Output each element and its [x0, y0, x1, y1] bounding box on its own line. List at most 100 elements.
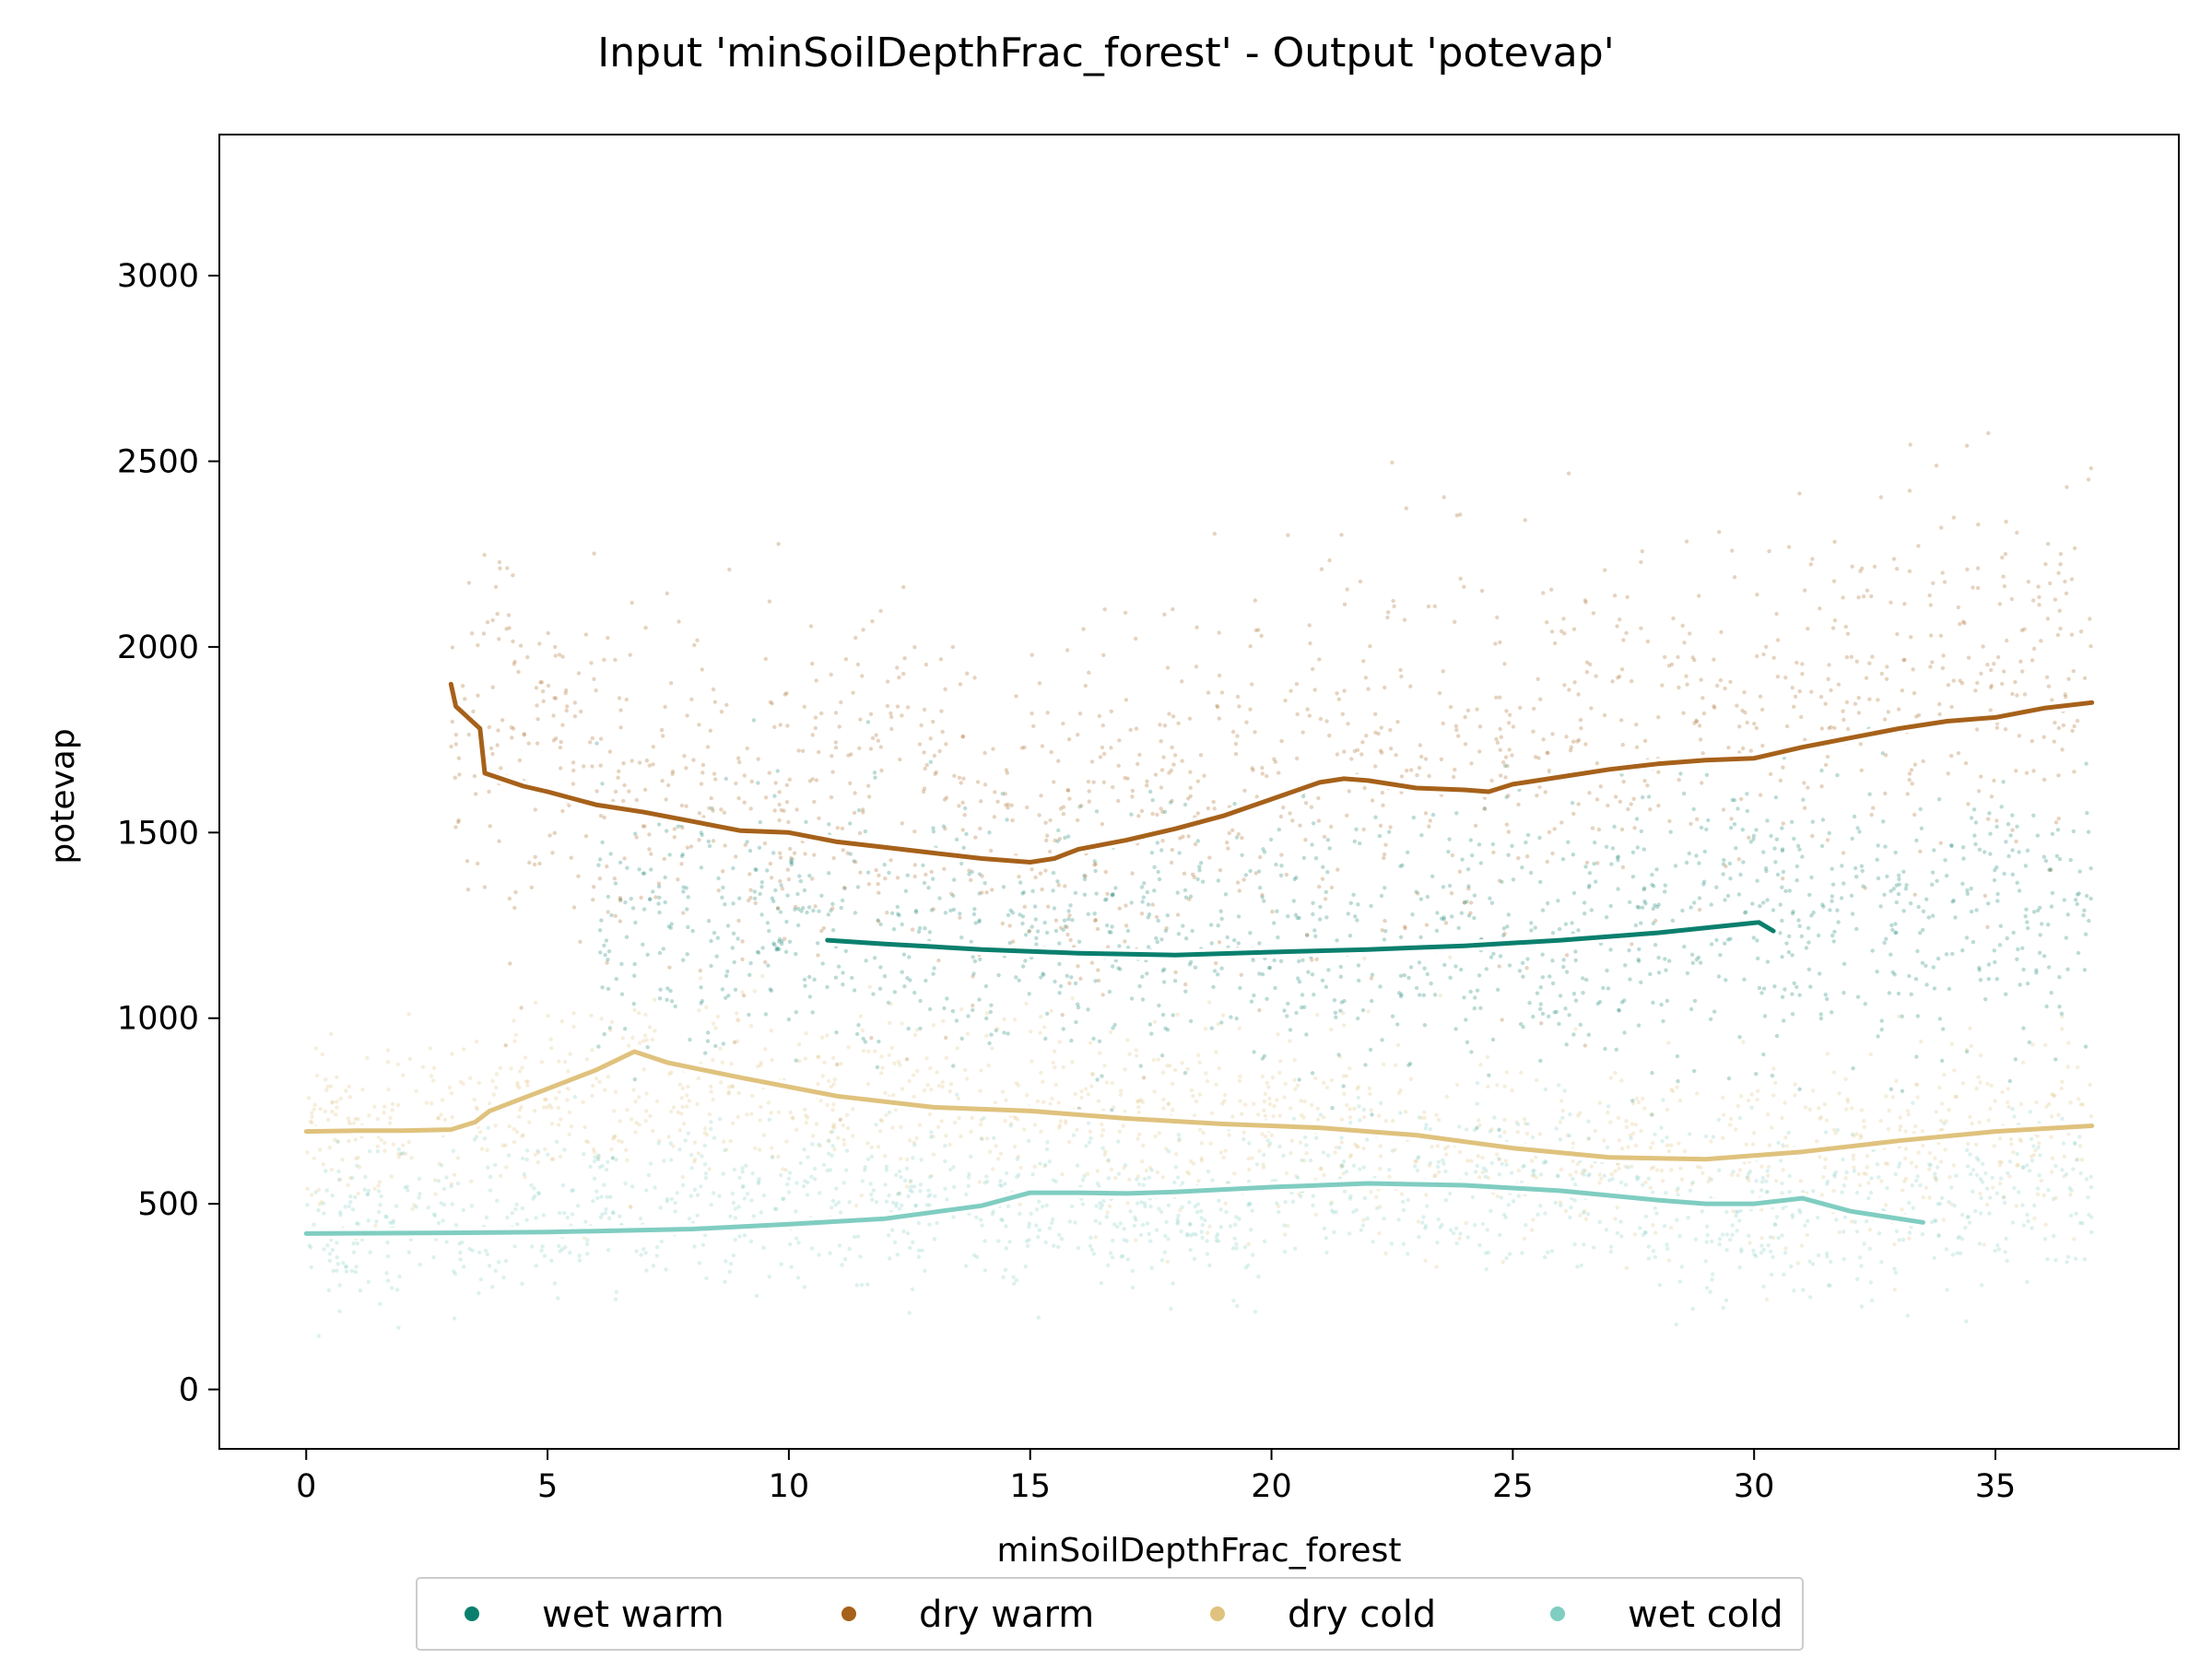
scatter-point	[1477, 749, 1482, 754]
scatter-point	[2003, 551, 2008, 557]
scatter-point	[663, 875, 667, 880]
scatter-point	[568, 1250, 572, 1255]
scatter-point	[1537, 1132, 1543, 1136]
scatter-point	[571, 905, 577, 910]
scatter-point	[1197, 1060, 1202, 1065]
scatter-point	[2023, 914, 2028, 919]
scatter-point	[1125, 1201, 1130, 1206]
scatter-point	[1250, 682, 1254, 687]
scatter-point	[1294, 1010, 1299, 1016]
scatter-point	[961, 845, 966, 850]
scatter-point	[1507, 712, 1512, 717]
scatter-point	[1329, 1200, 1335, 1205]
scatter-point	[1618, 674, 1622, 679]
scatter-point	[614, 977, 618, 982]
scatter-point	[1086, 1121, 1091, 1125]
scatter-point	[1693, 1237, 1699, 1241]
scatter-point	[1502, 931, 1507, 936]
scatter-point	[1041, 971, 1045, 976]
scatter-point	[1516, 802, 1521, 807]
scatter-point	[1876, 1034, 1880, 1039]
scatter-point	[1498, 747, 1503, 752]
scatter-point	[1915, 1082, 1920, 1088]
scatter-point	[1666, 1041, 1671, 1045]
scatter-point	[1503, 775, 1508, 780]
scatter-point	[594, 1077, 599, 1081]
scatter-point	[609, 1147, 614, 1152]
scatter-point	[512, 1018, 516, 1023]
scatter-point	[1457, 1124, 1462, 1129]
scatter-point	[1648, 1146, 1653, 1150]
scatter-point	[1465, 867, 1471, 872]
scatter-point	[736, 1090, 741, 1096]
scatter-point	[1835, 908, 1840, 912]
scatter-point	[852, 988, 857, 993]
scatter-point	[1182, 888, 1188, 892]
scatter-point	[1987, 1195, 1993, 1200]
scatter-point	[1100, 745, 1105, 750]
scatter-point	[855, 662, 861, 667]
scatter-point	[853, 860, 858, 865]
scatter-point	[2086, 477, 2091, 482]
scatter-point	[1422, 1115, 1428, 1121]
scatter-point	[1159, 1053, 1165, 1058]
scatter-point	[637, 867, 641, 872]
scatter-point	[1065, 788, 1071, 793]
scatter-point	[1750, 1142, 1756, 1147]
scatter-point	[1828, 908, 1832, 912]
scatter-point	[1262, 850, 1267, 854]
scatter-point	[2078, 629, 2084, 634]
scatter-point	[2068, 857, 2073, 863]
scatter-point	[2007, 1174, 2012, 1179]
scatter-point	[1878, 495, 1884, 500]
scatter-point	[1778, 902, 1783, 907]
scatter-point	[1204, 1071, 1208, 1076]
scatter-point	[852, 810, 857, 816]
scatter-point	[512, 1244, 517, 1249]
scatter-point	[954, 837, 959, 841]
scatter-point	[723, 1279, 727, 1284]
scatter-point	[1516, 855, 1521, 861]
scatter-point	[584, 1057, 590, 1062]
scatter-point	[618, 919, 622, 924]
scatter-point	[659, 727, 665, 733]
scatter-point	[1147, 789, 1153, 794]
scatter-point	[1123, 1109, 1127, 1114]
scatter-point	[1996, 1247, 2002, 1252]
scatter-point	[611, 1135, 617, 1139]
scatter-point	[1531, 729, 1535, 734]
scatter-point	[965, 1077, 970, 1081]
scatter-point	[606, 910, 610, 914]
scatter-point	[838, 1117, 842, 1123]
scatter-point	[1721, 807, 1726, 812]
scatter-point	[2011, 930, 2016, 935]
scatter-point	[2052, 1233, 2056, 1239]
scatter-point	[414, 1088, 418, 1094]
scatter-point	[1174, 1152, 1179, 1157]
scatter-point	[1589, 908, 1594, 912]
scatter-point	[629, 1117, 634, 1122]
scatter-point	[1648, 971, 1653, 977]
scatter-point	[634, 797, 639, 803]
scatter-point	[1725, 937, 1731, 942]
scatter-point	[1918, 849, 1923, 853]
scatter-point	[1739, 796, 1744, 802]
scatter-point	[1995, 891, 2000, 897]
scatter-point	[1978, 978, 1983, 982]
scatter-point	[1774, 837, 1780, 841]
scatter-point	[2085, 810, 2089, 816]
scatter-point	[938, 657, 944, 662]
scatter-point	[1042, 1025, 1047, 1030]
scatter-point	[1423, 1258, 1428, 1264]
scatter-point	[1161, 1097, 1166, 1102]
scatter-point	[1797, 847, 1802, 852]
scatter-point	[1157, 1206, 1161, 1211]
scatter-point	[2088, 896, 2093, 901]
scatter-point	[1802, 588, 1807, 593]
scatter-point	[1345, 587, 1349, 592]
scatter-point	[1619, 1078, 1624, 1083]
scatter-point	[1928, 603, 1933, 607]
scatter-point	[1067, 913, 1072, 918]
scatter-point	[1220, 1013, 1226, 1018]
scatter-point	[1879, 1260, 1884, 1265]
